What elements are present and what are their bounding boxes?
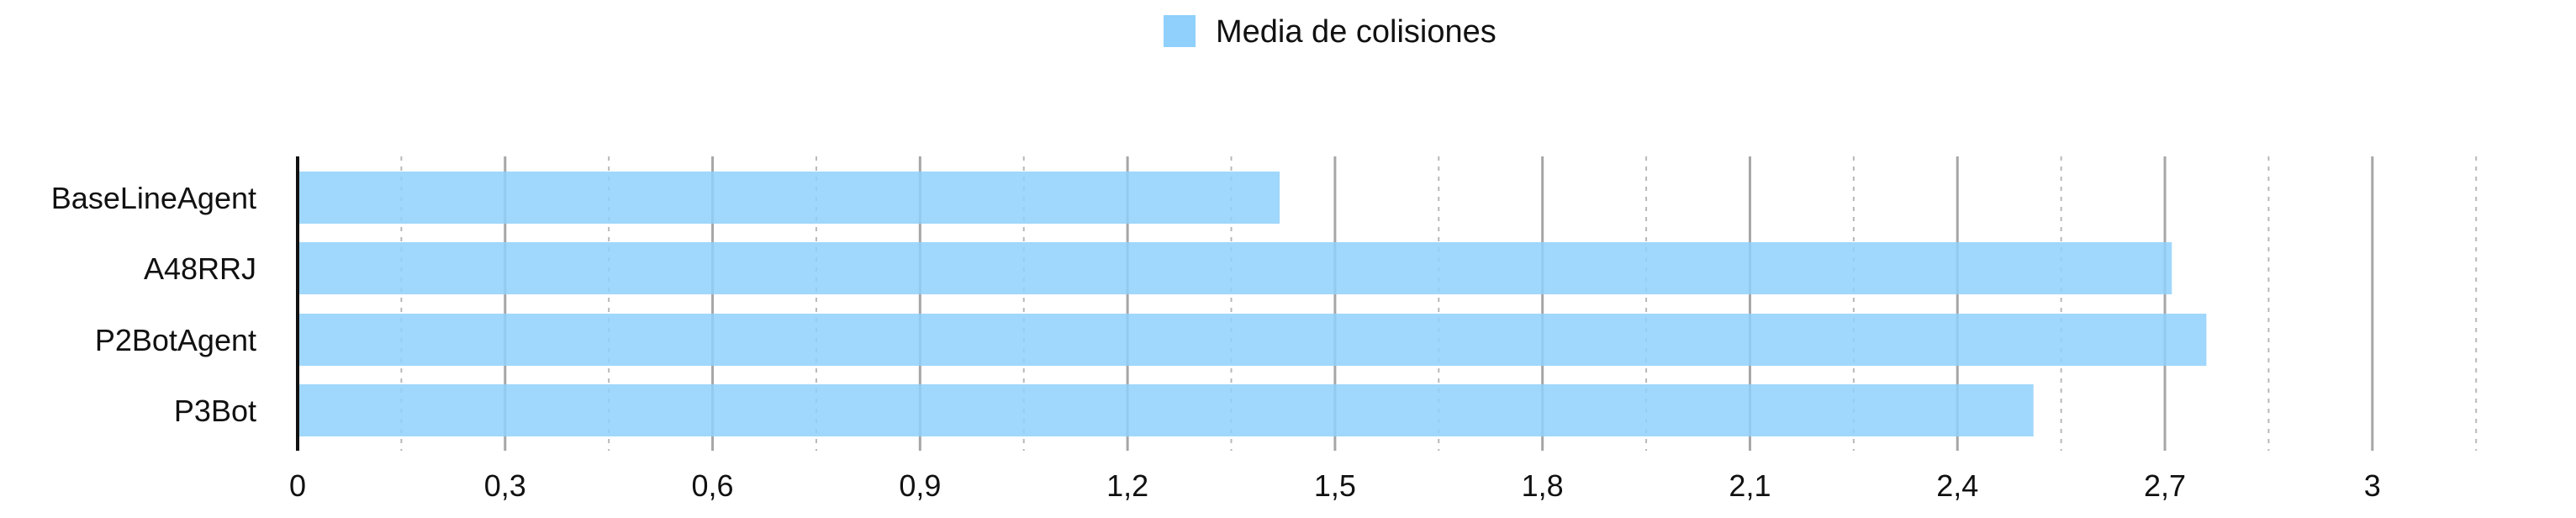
x-tick-label: 1,8	[1522, 468, 1564, 503]
bar-p3bot	[298, 384, 2034, 436]
category-label: A48RRJ	[144, 251, 256, 286]
category-label: BaseLineAgent	[51, 181, 256, 215]
category-labels: BaseLineAgent A48RRJ P2BotAgent P3Bot	[51, 181, 256, 428]
category-label: P2BotAgent	[95, 323, 256, 357]
legend-label: Media de colisiones	[1216, 14, 1497, 50]
x-axis-tick-labels: 0 0,3 0,6 0,9 1,2 1,5 1,8 2,1 2,4 2,7 3	[289, 468, 2381, 503]
bar-baselineagent	[298, 172, 1280, 224]
x-tick-label: 0	[289, 468, 306, 503]
x-tick-label: 3	[2364, 468, 2381, 503]
category-label: P3Bot	[174, 394, 256, 428]
x-tick-label: 0,6	[692, 468, 734, 503]
bar-a48rrj	[298, 242, 2172, 294]
x-tick-label: 1,2	[1106, 468, 1148, 503]
bar-p2botagent	[298, 314, 2207, 366]
x-tick-label: 2,4	[1936, 468, 1978, 503]
x-tick-label: 1,5	[1314, 468, 1356, 503]
legend-swatch	[1164, 15, 1196, 47]
x-tick-label: 0,3	[484, 468, 526, 503]
bars	[298, 172, 2207, 436]
legend: Media de colisiones	[1164, 14, 1497, 50]
x-tick-label: 0,9	[899, 468, 941, 503]
x-tick-label: 2,7	[2144, 468, 2186, 503]
x-tick-label: 2,1	[1729, 468, 1771, 503]
